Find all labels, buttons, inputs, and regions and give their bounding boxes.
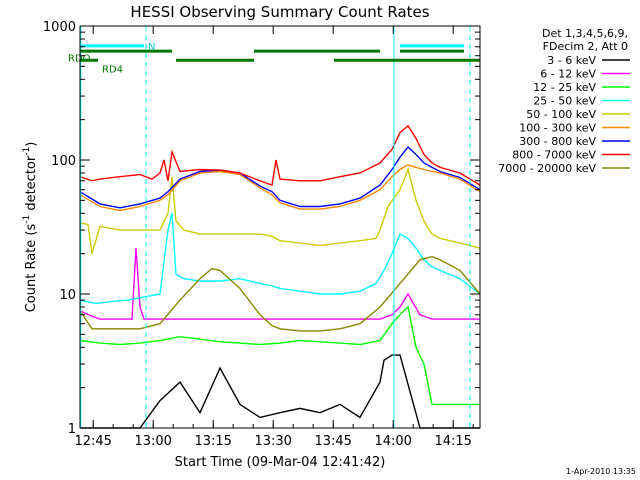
x-axis: 12:45 13:00 13:15 13:30 13:45 14:00 14:15: [74, 26, 474, 449]
y-axis-label-sup2: -1: [22, 147, 32, 156]
legend: Det 1,3,4,5,6,9,FDecim 2, Att 03 - 6 keV…: [498, 27, 630, 175]
legend-label-8: 7000 - 20000 keV: [498, 162, 596, 175]
rdo-label: RDO: [68, 54, 91, 65]
n-label: N: [148, 42, 155, 53]
y-tick-label-0: 1: [68, 422, 76, 437]
series-layer: [79, 124, 481, 429]
x-tick-label-1: 13:00: [134, 434, 171, 449]
legend-label-6: 300 - 800 keV: [519, 135, 596, 148]
series-line-1: [79, 248, 480, 320]
legend-label-0: 3 - 6 keV: [547, 54, 596, 67]
x-axis-label: Start Time (09-Mar-04 12:41:42): [175, 455, 386, 470]
series-line-5: [79, 164, 481, 212]
legend-header-1: FDecim 2, Att 0: [543, 40, 628, 53]
y-axis-label-part2: detector: [24, 155, 39, 215]
y-tick-label-1: 10: [59, 288, 76, 303]
rd4-label: RD4: [102, 64, 123, 75]
y-axis-label-part1: Count Rate (s: [24, 224, 39, 313]
chart-title: HESSI Observing Summary Count Rates: [130, 3, 429, 21]
legend-label-3: 25 - 50 keV: [533, 95, 596, 108]
series-line-3: [79, 213, 481, 305]
y-axis-label-part3: ): [24, 142, 39, 147]
y-axis-label: Count Rate (s-1 detector-1): [22, 142, 39, 313]
series-line-6: [79, 145, 481, 209]
footer-timestamp: 1-Apr-2010 13:35: [566, 467, 636, 476]
legend-label-1: 6 - 12 keV: [540, 68, 596, 81]
y-axis: 1 10 100 1000: [43, 20, 480, 437]
legend-header-0: Det 1,3,4,5,6,9,: [542, 27, 628, 40]
series-line-7: [79, 124, 481, 187]
y-tick-label-2: 100: [51, 154, 76, 169]
y-axis-label-sup1: -1: [22, 215, 32, 224]
x-tick-label-5: 14:00: [374, 434, 411, 449]
annotation-layer: N RDO RD4: [68, 26, 480, 428]
legend-label-5: 100 - 300 keV: [519, 122, 596, 135]
x-tick-label-6: 14:15: [434, 434, 471, 449]
series-line-8: [79, 255, 481, 332]
x-tick-label-4: 13:45: [314, 434, 351, 449]
series-line-2: [79, 305, 480, 406]
y-tick-label-3: 1000: [43, 20, 76, 35]
x-tick-label-2: 13:15: [194, 434, 231, 449]
series-line-0: [80, 354, 480, 429]
legend-label-2: 12 - 25 keV: [533, 81, 596, 94]
legend-label-7: 800 - 7000 keV: [512, 149, 596, 162]
series-line-4: [79, 167, 481, 254]
x-tick-label-3: 13:30: [254, 434, 291, 449]
plot-frame: [79, 25, 481, 429]
x-tick-label-0: 12:45: [74, 434, 111, 449]
legend-label-4: 50 - 100 keV: [526, 108, 596, 121]
